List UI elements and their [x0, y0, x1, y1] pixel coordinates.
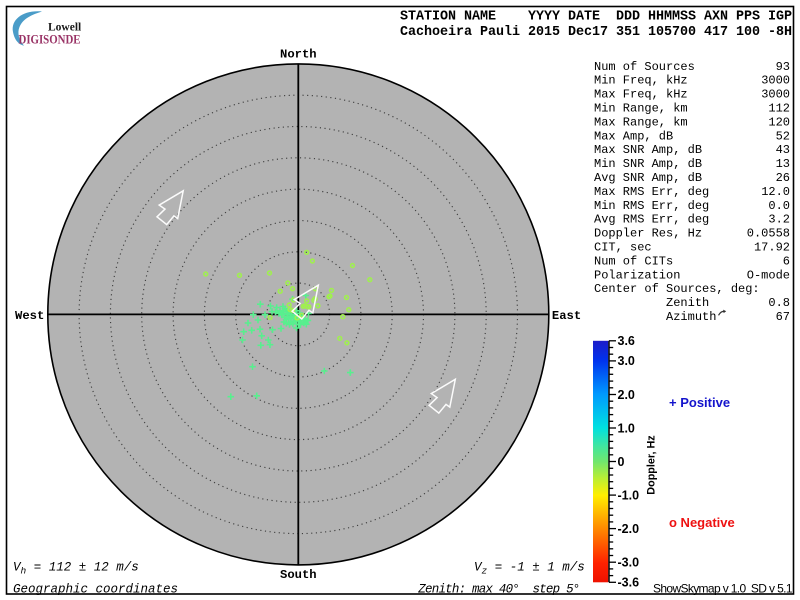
svg-text:STATION NAME YYYY DATE DDD: STATION NAME YYYY DATE DDD HHMMSS AXN PP… [400, 10, 792, 25]
svg-text:o Negative: o Negative [669, 515, 735, 530]
svg-text:17.92: 17.92 [754, 241, 790, 255]
svg-text:Avg SNR Amp, dB: Avg SNR Amp, dB [594, 171, 702, 185]
svg-text:3.6: 3.6 [618, 334, 635, 348]
svg-text:Azimuth: Azimuth [594, 310, 716, 324]
svg-text:Center of Sources, deg:: Center of Sources, deg: [594, 282, 760, 296]
svg-text:Zenith: max 40° step 5°: Zenith: max 40° step 5° [417, 582, 580, 596]
svg-text:Cachoeira Pauli 2015 Dec17 351: Cachoeira Pauli 2015 Dec17 351 105700 41… [400, 25, 792, 40]
svg-text:CIT, sec: CIT, sec [594, 241, 652, 255]
svg-text:Avg RMS Err, deg: Avg RMS Err, deg [594, 213, 709, 227]
svg-text:6: 6 [783, 254, 790, 268]
svg-text:Max Freq, kHz: Max Freq, kHz [594, 88, 688, 102]
svg-text:12.0: 12.0 [761, 185, 790, 199]
svg-text:Min Freq, kHz: Min Freq, kHz [594, 74, 688, 88]
svg-text:Max SNR Amp, dB: Max SNR Amp, dB [594, 143, 702, 157]
svg-text:67: 67 [776, 310, 790, 324]
svg-text:Geographic coordinates: Geographic coordinates [13, 582, 178, 596]
svg-text:Num of Sources: Num of Sources [594, 60, 695, 74]
svg-text:West: West [15, 309, 44, 323]
svg-text:3000: 3000 [761, 88, 790, 102]
svg-text:3.2: 3.2 [768, 213, 790, 227]
svg-text:3000: 3000 [761, 74, 790, 88]
svg-text:East: East [552, 309, 581, 323]
svg-text:Max Amp, dB: Max Amp, dB [594, 129, 673, 143]
svg-text:Vh = 112 ± 12 m/s: Vh = 112 ± 12 m/s [13, 561, 139, 577]
svg-text:O-mode: O-mode [747, 268, 790, 282]
svg-text:Lowell: Lowell [48, 22, 81, 34]
svg-text:112: 112 [768, 102, 790, 116]
svg-text:Polarization: Polarization [594, 268, 680, 282]
svg-text:Min RMS Err, deg: Min RMS Err, deg [594, 199, 709, 213]
svg-text:Max Range, km: Max Range, km [594, 115, 688, 129]
svg-text:DIGISONDE: DIGISONDE [19, 33, 81, 47]
svg-text:+ Positive: + Positive [669, 395, 730, 410]
svg-text:Min SNR Amp, dB: Min SNR Amp, dB [594, 157, 702, 171]
svg-text:120: 120 [768, 115, 790, 129]
svg-text:93: 93 [776, 60, 790, 74]
svg-text:1.0: 1.0 [618, 421, 635, 435]
svg-text:0.8: 0.8 [768, 296, 790, 310]
svg-text:3.0: 3.0 [618, 354, 635, 368]
svg-text:Doppler Res, Hz: Doppler Res, Hz [594, 227, 702, 241]
svg-text:Vz = -1 ± 1 m/s: Vz = -1 ± 1 m/s [474, 561, 585, 577]
svg-text:0.0558: 0.0558 [747, 227, 790, 241]
svg-text:-1.0: -1.0 [618, 488, 640, 502]
svg-text:Zenith: Zenith [594, 296, 709, 310]
svg-text:2.0: 2.0 [618, 388, 635, 402]
svg-text:ShowSkymap v 1.0 SD v 5.1: ShowSkymap v 1.0 SD v 5.1 [653, 582, 793, 596]
svg-text:0: 0 [618, 455, 625, 469]
svg-text:43: 43 [776, 143, 790, 157]
svg-text:-3.0: -3.0 [618, 556, 640, 570]
svg-text:North: North [280, 47, 317, 61]
svg-text:-3.6: -3.6 [618, 576, 640, 590]
svg-text:Doppler, Hz: Doppler, Hz [646, 435, 658, 495]
svg-text:Min Range, km: Min Range, km [594, 102, 688, 116]
svg-text:Num of CITs: Num of CITs [594, 254, 673, 268]
svg-text:South: South [280, 568, 317, 582]
svg-text:Max RMS Err, deg: Max RMS Err, deg [594, 185, 709, 199]
svg-text:52: 52 [776, 129, 790, 143]
svg-text:26: 26 [776, 171, 790, 185]
svg-text:0.0: 0.0 [768, 199, 790, 213]
svg-text:-2.0: -2.0 [618, 522, 640, 536]
svg-text:13: 13 [776, 157, 790, 171]
